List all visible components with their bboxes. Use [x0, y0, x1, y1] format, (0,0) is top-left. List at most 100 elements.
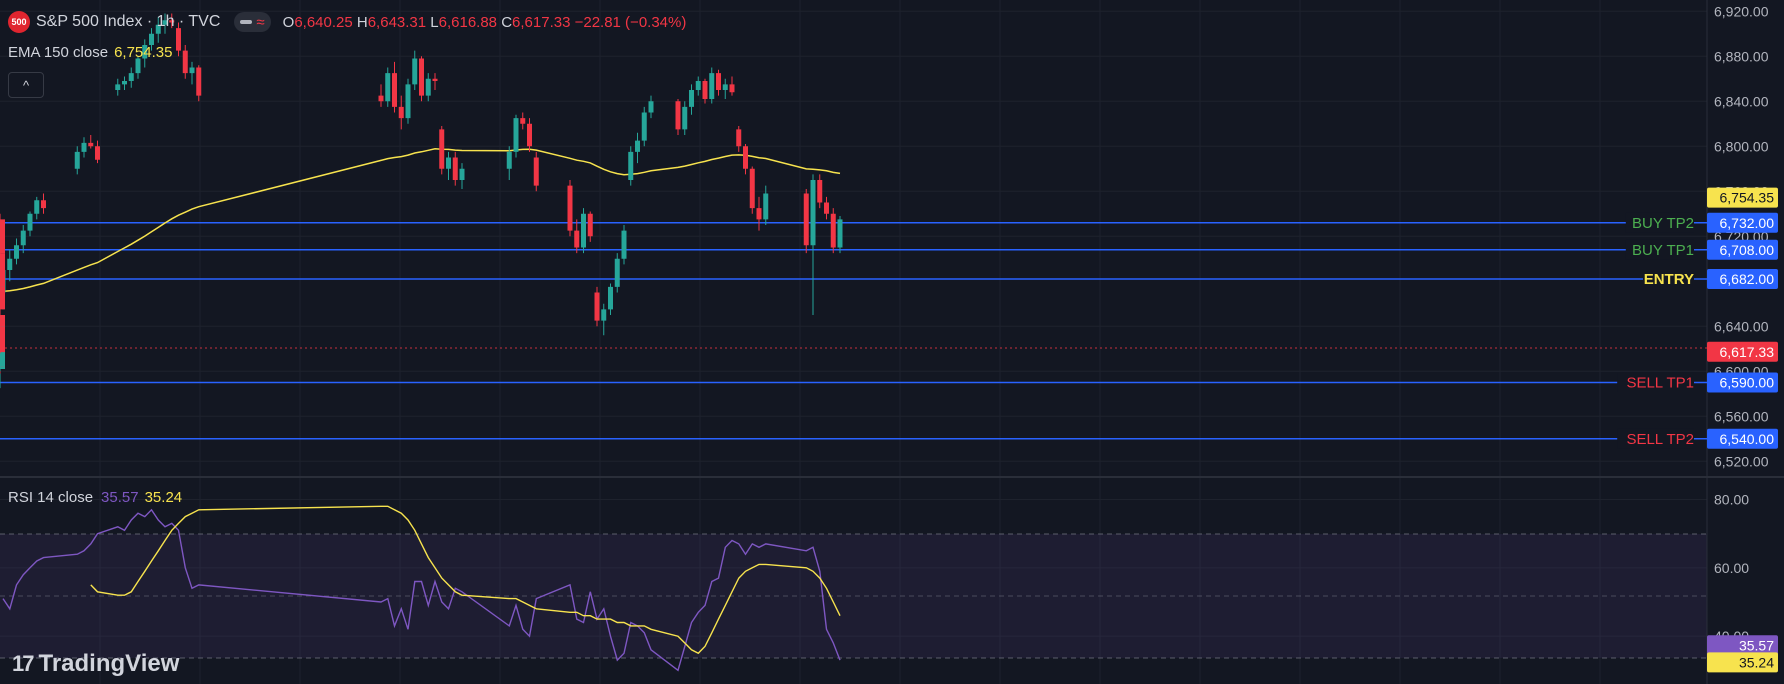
- candle-body: [817, 180, 823, 203]
- candle-body: [709, 73, 715, 99]
- candle-body: [149, 33, 154, 45]
- candle-body: [682, 106, 688, 130]
- tradingview-wordmark: TradingView: [38, 650, 180, 677]
- candle-body: [7, 258, 13, 270]
- price-tick-label: 6,560.00: [1714, 408, 1769, 424]
- level-label: SELL TP1: [1626, 375, 1694, 392]
- level-price-tag-text: 6,708.00: [1720, 242, 1775, 258]
- candle-body: [95, 146, 100, 160]
- candle-body: [527, 123, 532, 147]
- candle-body: [20, 230, 26, 246]
- candle-body: [743, 146, 748, 169]
- candle-body: [14, 245, 19, 259]
- candle-body: [452, 157, 458, 180]
- level-price-tag-text: 6,590.00: [1720, 375, 1775, 391]
- current-price-tag-text: 6,617.33: [1720, 344, 1775, 360]
- candle-body: [810, 180, 816, 246]
- open-value: 6,640.25: [294, 13, 353, 31]
- candle-body: [34, 200, 40, 214]
- candle-body: [182, 50, 188, 74]
- tradingview-branding[interactable]: 17 TradingView: [12, 650, 179, 678]
- candle-body: [169, 20, 175, 23]
- candle-body: [135, 58, 141, 74]
- candle-body: [88, 142, 94, 147]
- level-price-tag: [1707, 239, 1778, 260]
- candle-body: [0, 286, 5, 310]
- candle-body: [729, 84, 735, 93]
- candle-body: [0, 253, 5, 287]
- candle-body: [594, 292, 600, 321]
- level-price-tag: [1707, 372, 1778, 393]
- price-tick-label: 6,920.00: [1714, 3, 1769, 19]
- ema-legend[interactable]: EMA 150 close 6,754.35: [8, 44, 172, 61]
- candle-body: [115, 84, 121, 90]
- candle-body: [419, 58, 424, 96]
- candle-body: [824, 202, 829, 214]
- candle-body: [506, 151, 512, 169]
- candle-body: [27, 213, 33, 231]
- candle-body: [122, 81, 127, 85]
- symbol-title[interactable]: S&P 500 Index · 1h · TVC: [36, 13, 221, 30]
- candle-body: [176, 28, 181, 51]
- candle-body: [398, 106, 404, 119]
- low-value: 6,616.88: [438, 13, 498, 31]
- wave-icon: ≈: [256, 13, 265, 31]
- candle-body: [513, 118, 519, 152]
- price-tick-label: 6,880.00: [1714, 48, 1769, 64]
- candle-body: [81, 142, 87, 152]
- level-price-tag: [1707, 212, 1778, 233]
- candle-body: [756, 208, 762, 220]
- level-label-bg: [1625, 212, 1694, 233]
- chevron-up-icon: ^: [22, 77, 30, 93]
- current-price-tag: [1707, 341, 1778, 362]
- candle-body: [763, 193, 769, 220]
- candle-body: [128, 73, 134, 81]
- chart-grid: [0, 0, 1707, 684]
- rsi-legend-value: 35.57: [101, 489, 139, 506]
- rsi-tick-label: 60.00: [1714, 560, 1749, 576]
- level-label-bg: [1617, 428, 1694, 449]
- ema-price-tag: [1707, 187, 1778, 208]
- candle-body: [614, 258, 620, 287]
- candle-body: [587, 213, 593, 237]
- candle-body: [432, 78, 438, 81]
- candle-body: [392, 73, 397, 107]
- candle-body: [581, 213, 586, 248]
- candle-body: [142, 45, 148, 59]
- candle-body: [0, 219, 5, 254]
- candle-body: [702, 81, 708, 99]
- candle-body: [196, 67, 202, 96]
- candle-body: [689, 90, 694, 107]
- candle-body: [608, 286, 613, 310]
- level-price-tag-text: 6,682.00: [1720, 271, 1775, 287]
- level-price-tag-text: 6,540.00: [1720, 431, 1775, 447]
- level-price-tag-text: 6,732.00: [1720, 215, 1775, 231]
- rsi-legend[interactable]: RSI 14 close 35.57 35.24: [8, 489, 182, 506]
- close-value: 6,617.33: [512, 13, 571, 31]
- rsi-ma-value-tag-text: 35.24: [1739, 654, 1774, 670]
- ohlc-readout: O6,640.25 H6,643.31 L6,616.88 C6,617.33 …: [282, 13, 687, 31]
- ema-150-line: [2, 148, 841, 293]
- rsi-value-tag-text: 35.57: [1739, 637, 1774, 653]
- eye-toggle-icon[interactable]: [240, 20, 253, 24]
- collapse-button[interactable]: ^: [8, 72, 44, 98]
- candle-body: [736, 129, 742, 147]
- candle-body: [412, 58, 418, 85]
- rsi-legend-label: RSI 14 close: [8, 489, 94, 506]
- candle-body: [574, 230, 580, 248]
- price-axis[interactable]: 6,920.006,880.006,840.006,800.006,760.00…: [1714, 3, 1769, 644]
- price-axis-tags: 6,754.35 6,732.00 6,708.00 6,682.00 6,590.00…: [1707, 187, 1778, 673]
- price-tick-label: 6,640.00: [1714, 318, 1769, 334]
- series-toggle[interactable]: ≈: [234, 12, 271, 32]
- rsi-ma-line: [90, 505, 841, 655]
- price-tick-label: 6,800.00: [1714, 138, 1769, 154]
- candle-body: [749, 168, 755, 209]
- candle-body: [189, 67, 195, 74]
- level-label: ENTRY: [1644, 271, 1694, 288]
- candle-body: [601, 309, 607, 321]
- rsi-ma-value-tag: [1707, 652, 1778, 673]
- candle-body: [0, 326, 5, 353]
- trade-levels: BUY TP2 BUY TP1 ENTRY SELL TP1 SELL TP2: [0, 212, 1707, 449]
- candle-body: [621, 230, 627, 259]
